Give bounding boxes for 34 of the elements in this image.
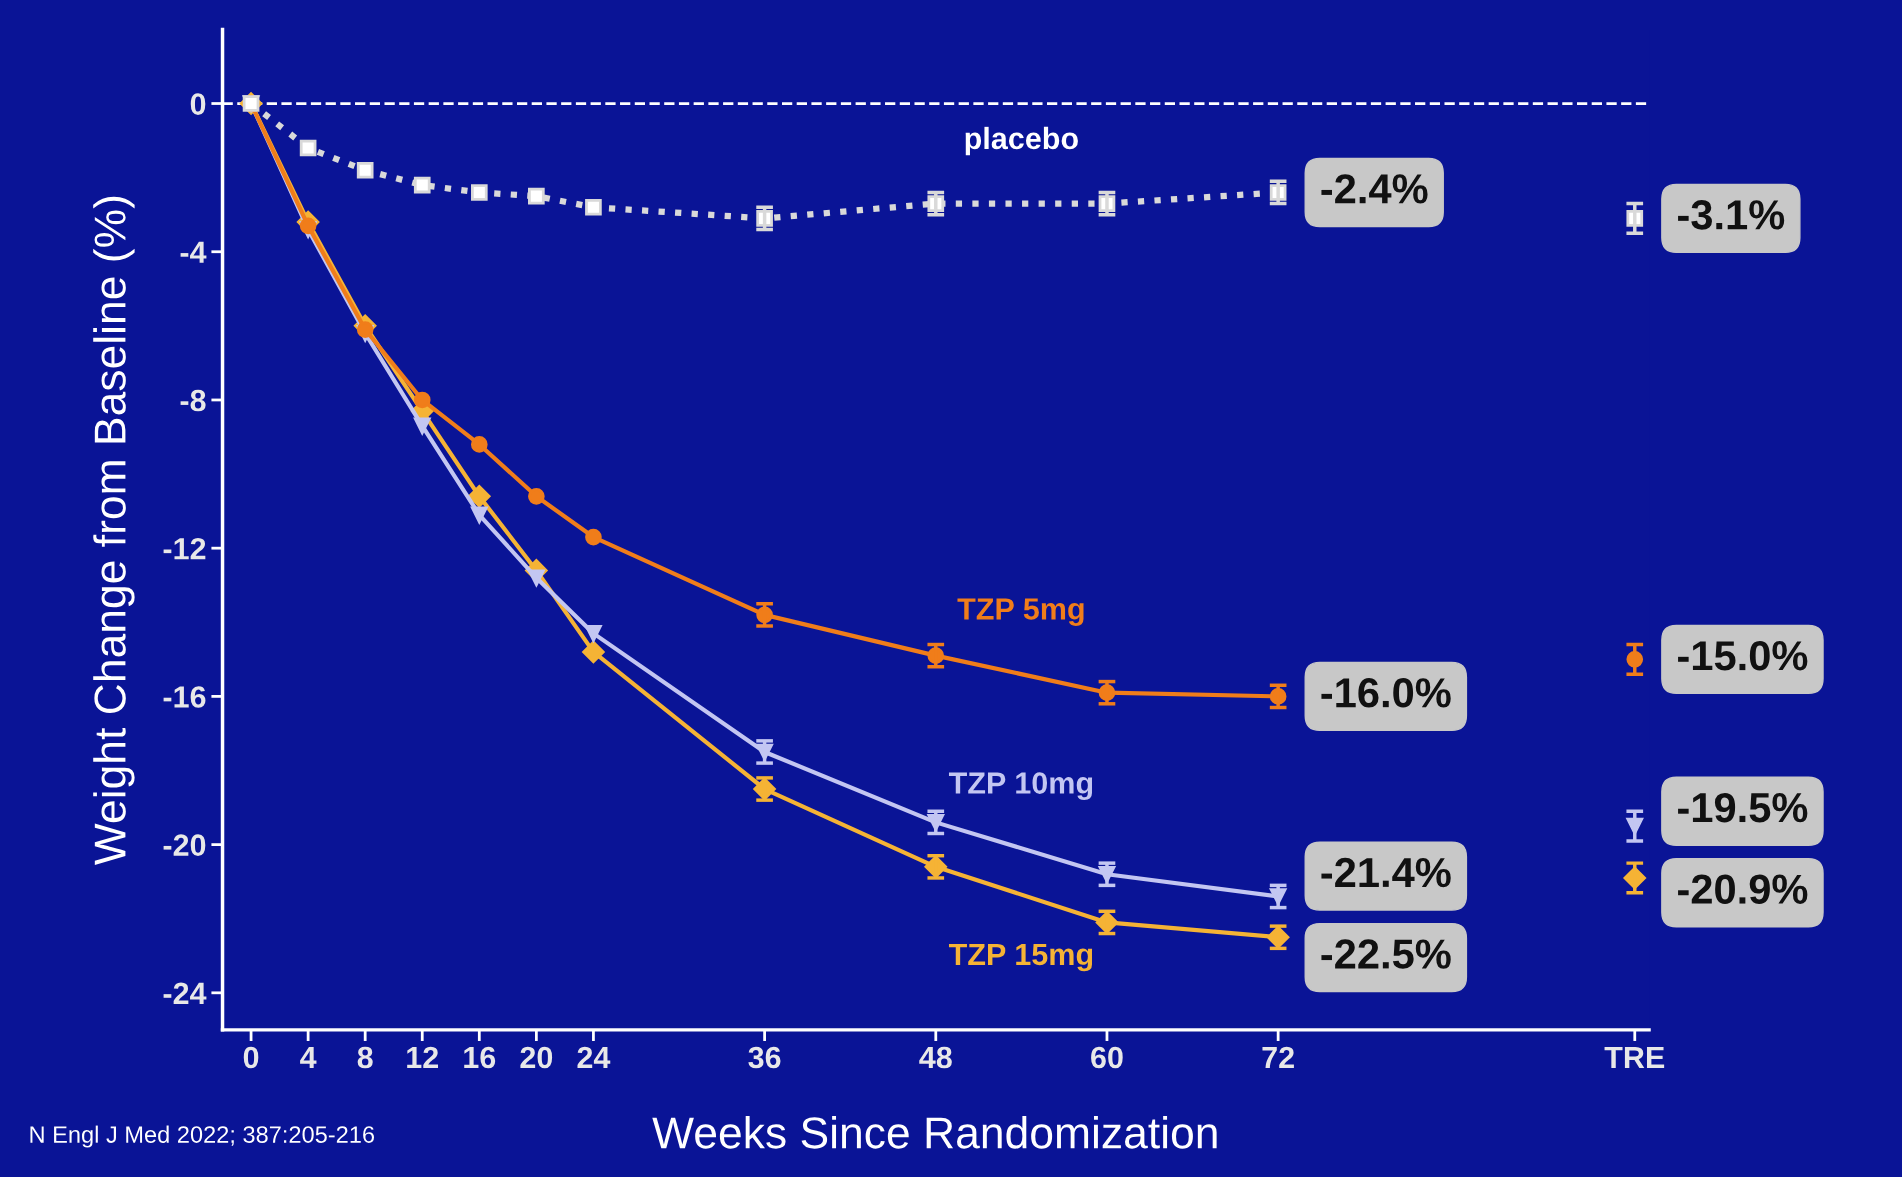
y-tick-label: -8 <box>180 389 206 412</box>
x-tick-label: 48 <box>919 1046 952 1069</box>
y-tick-label: -4 <box>180 241 207 263</box>
x-tick-label: 60 <box>1091 1046 1123 1069</box>
y-tick-label: -16 <box>163 686 206 708</box>
y-tick-label: -12 <box>163 537 206 560</box>
x-tick-label: 16 <box>464 1046 496 1069</box>
text: N Engl J Med 2022; 387:205-216 <box>30 1125 375 1148</box>
data-label: -21.4% <box>1321 857 1451 888</box>
x-tick-label: 72 <box>1262 1046 1294 1068</box>
y-axis-title: Weight Change from Baseline (%) <box>93 196 135 865</box>
y-tick-label: -24 <box>163 982 207 1004</box>
x-tick-label: 8 <box>357 1046 373 1069</box>
data-label: -15.0% <box>1678 641 1808 671</box>
data-label: -22.5% <box>1321 939 1451 969</box>
series-label: placebo <box>965 126 1078 156</box>
x-tick-label: 36 <box>748 1046 781 1069</box>
x-tick-label: 24 <box>577 1046 611 1068</box>
x-tick-label: 0 <box>243 1046 259 1069</box>
y-tick-label: 0 <box>190 93 206 115</box>
series-label: TZP 5mg <box>957 598 1084 626</box>
x-tick-label: 4 <box>300 1046 317 1068</box>
x-tick-label: 12 <box>407 1046 439 1068</box>
y-tick-label: -20 <box>163 834 206 856</box>
data-label: -16.0% <box>1321 678 1451 708</box>
x-tick-label: 20 <box>520 1046 553 1069</box>
data-label: -2.4% <box>1321 174 1428 204</box>
data-label: -20.9% <box>1678 874 1808 904</box>
data-label: -3.1% <box>1678 200 1785 230</box>
x-axis-title: Weeks Since Randomization <box>652 1116 1217 1149</box>
data-label: -19.5% <box>1678 792 1808 823</box>
series-label: TZP 10mg <box>948 772 1093 801</box>
x-tick-label: TRE <box>1604 1046 1665 1068</box>
series-label: TZP 15mg <box>948 943 1093 972</box>
